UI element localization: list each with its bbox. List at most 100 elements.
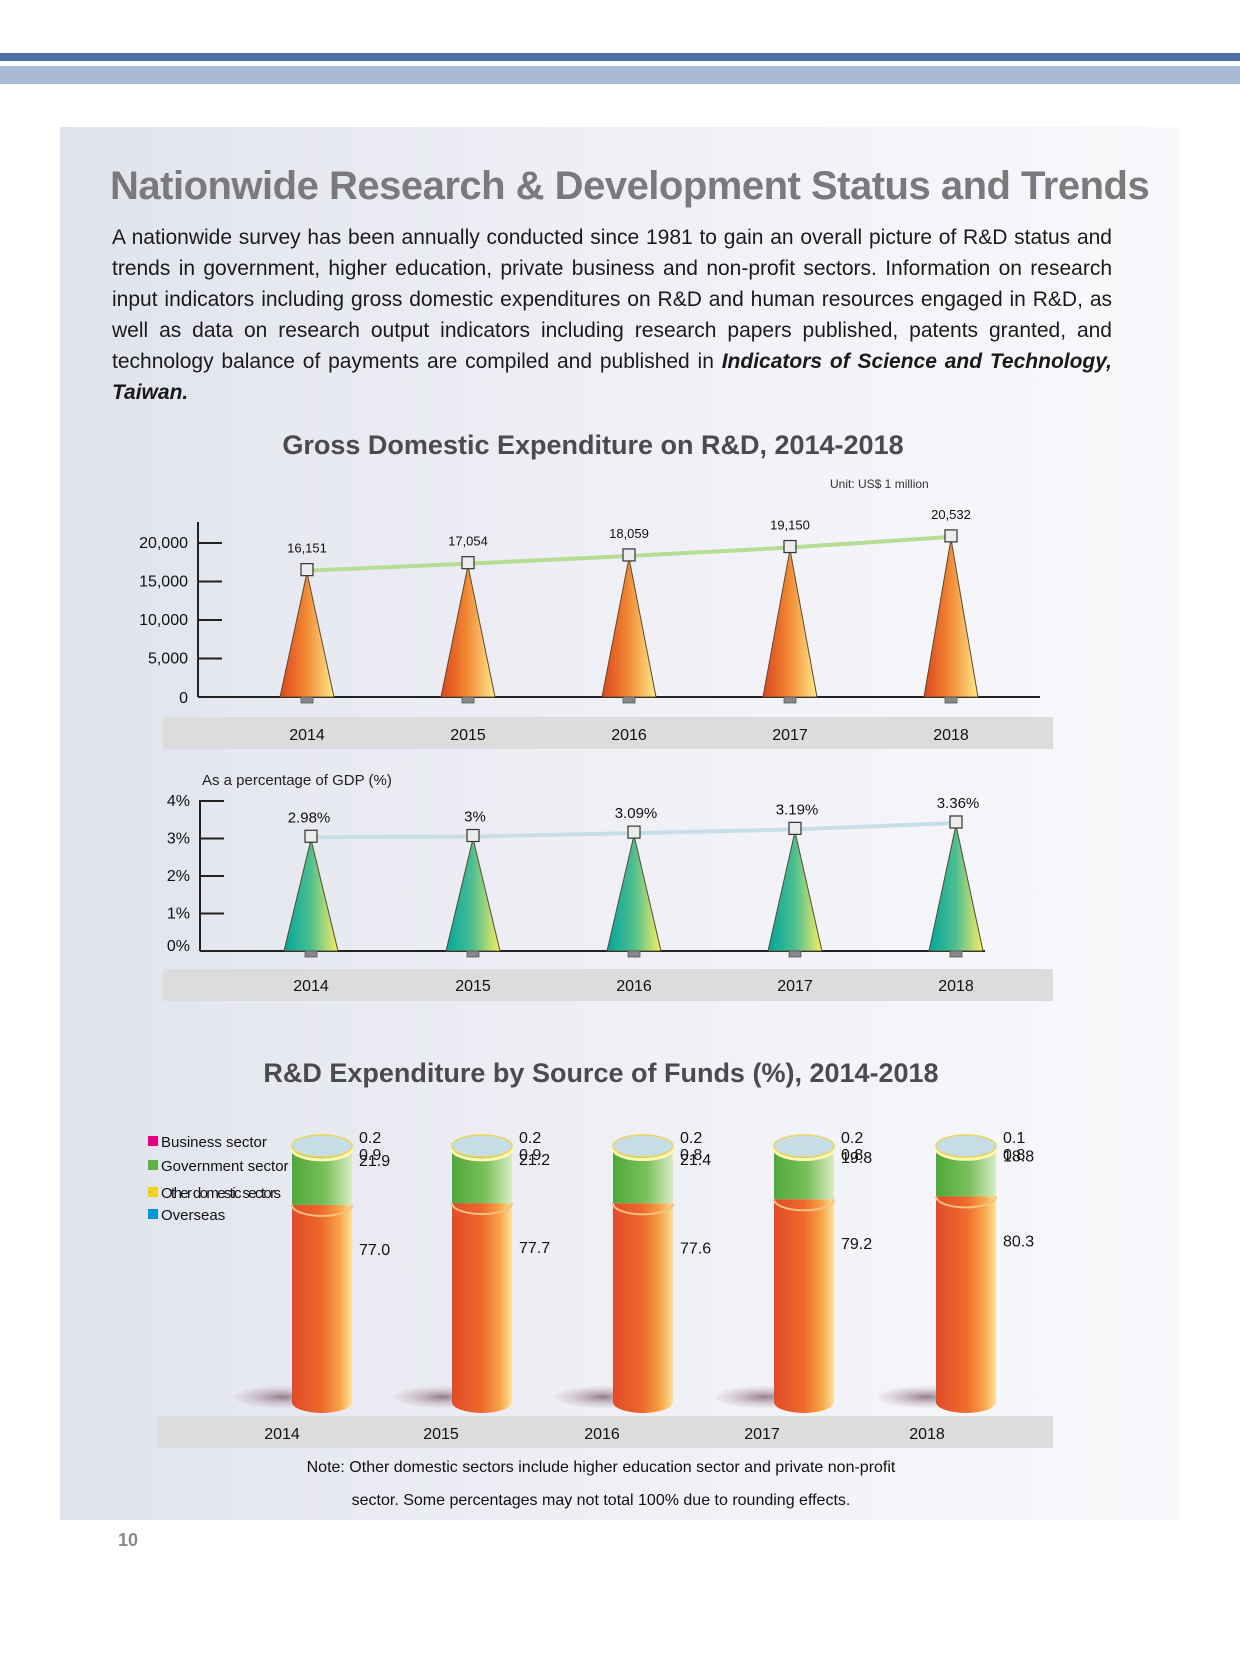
chart3-legend-label: Overseas bbox=[161, 1207, 225, 1224]
chart3-title: R&D Expenditure by Source of Funds (%), … bbox=[263, 1058, 938, 1088]
chart3-value-label: 0.8 bbox=[680, 1147, 702, 1164]
chart3-legend-swatch bbox=[148, 1160, 158, 1170]
chart1-tick-label: 5,000 bbox=[148, 651, 188, 668]
chart3-segment-divider bbox=[291, 1204, 353, 1217]
chart3-segment-divider bbox=[773, 1199, 835, 1212]
chart3-segment-business bbox=[292, 1204, 352, 1402]
chart3-marks: 0.20.921.977.020140.20.921.277.720150.20… bbox=[234, 1130, 1034, 1443]
chart1-cone-base bbox=[944, 696, 958, 704]
chart3-note-line-2: sector. Some percentages may not total 1… bbox=[352, 1492, 851, 1509]
chart3-cylinder-bottom bbox=[292, 1402, 352, 1413]
chart3-legend-label: Business sector bbox=[161, 1134, 267, 1151]
chart1-category-label: 2018 bbox=[933, 727, 969, 744]
chart1-cone-base bbox=[300, 696, 314, 704]
chart3-value-label: 79.2 bbox=[841, 1236, 872, 1253]
chart3-value-label: 0.9 bbox=[519, 1147, 541, 1164]
chart3-value-label: 0.8 bbox=[1003, 1147, 1025, 1164]
chart2-category-band bbox=[163, 969, 1053, 1001]
chart3-segment-business bbox=[774, 1199, 834, 1402]
chart3-legend-swatch bbox=[148, 1187, 158, 1197]
chart3-value-label: 0.2 bbox=[841, 1130, 863, 1147]
chart2-tick-label: 2% bbox=[167, 868, 190, 885]
chart1-cone bbox=[440, 565, 496, 698]
chart1-value-label: 17,054 bbox=[448, 534, 488, 549]
chart3-segment-business bbox=[613, 1203, 673, 1402]
chart3-value-label: 77.0 bbox=[359, 1242, 390, 1259]
chart3-cylinder-bottom bbox=[936, 1402, 996, 1413]
chart2-category-label: 2018 bbox=[938, 978, 974, 995]
header-band-light bbox=[0, 66, 1240, 84]
chart2-category-label: 2016 bbox=[616, 978, 652, 995]
chart3-segment-overseas bbox=[935, 1134, 997, 1158]
chart3-segment-overseas bbox=[612, 1134, 674, 1158]
chart1-marker bbox=[622, 548, 636, 562]
chart1-category-label: 2017 bbox=[772, 727, 808, 744]
chart2-cone bbox=[928, 824, 984, 952]
chart3-segment-divider bbox=[450, 1148, 514, 1162]
header-band-dark bbox=[0, 53, 1240, 61]
chart1-category-band bbox=[163, 717, 1053, 749]
chart3-category-label: 2014 bbox=[264, 1426, 300, 1443]
chart2-tick-label: 1% bbox=[167, 906, 190, 923]
chart3-value-label: 0.9 bbox=[359, 1147, 381, 1164]
chart2-title: As a percentage of GDP (%) bbox=[202, 772, 392, 789]
chart1-cone-base bbox=[461, 696, 475, 704]
chart1-cone bbox=[762, 549, 818, 698]
chart2-value-label: 3% bbox=[464, 809, 486, 826]
chart3-segment-business bbox=[936, 1196, 996, 1402]
chart3-category-label: 2017 bbox=[744, 1426, 780, 1443]
chart3-value-label: 21.2 bbox=[519, 1152, 550, 1169]
intro-text: A nationwide survey has been annually co… bbox=[112, 226, 1112, 373]
chart2-cone-base bbox=[788, 950, 802, 958]
chart2-marker bbox=[627, 825, 641, 839]
chart1-cone bbox=[601, 557, 657, 698]
chart3-category-label: 2016 bbox=[584, 1426, 620, 1443]
chart2-category-label: 2015 bbox=[455, 978, 491, 995]
chart3-value-label: 77.7 bbox=[519, 1240, 550, 1257]
chart3-value-label: 0.2 bbox=[359, 1130, 381, 1147]
chart1-cone-base bbox=[783, 696, 797, 704]
chart2-category-label: 2017 bbox=[777, 978, 813, 995]
chart1-category-label: 2016 bbox=[611, 727, 647, 744]
chart3-segment-business bbox=[452, 1203, 512, 1402]
chart3-value-label: 0.8 bbox=[841, 1147, 863, 1164]
chart3-segment-overseas bbox=[773, 1134, 835, 1158]
chart2-marks: 2.98% 2014 3% 2015 3.09% 2016 3.19% 2017 3.36% 20… bbox=[283, 795, 984, 995]
chart2-tick-label: 4% bbox=[167, 793, 190, 810]
chart3-segment-divider bbox=[290, 1148, 354, 1162]
chart2-category-label: 2014 bbox=[293, 978, 329, 995]
chart3-value-label: 77.6 bbox=[680, 1240, 711, 1257]
chart2-tick-label: 0% bbox=[167, 938, 190, 955]
chart1-marker bbox=[300, 563, 314, 577]
chart2-value-label: 3.19% bbox=[776, 801, 819, 818]
chart1-unit-label: Unit: US$ 1 million bbox=[830, 477, 929, 491]
chart2-value-label: 3.36% bbox=[937, 795, 980, 812]
chart3-segment-divider bbox=[935, 1196, 997, 1209]
chart3-value-label: 21.9 bbox=[359, 1153, 390, 1170]
chart2-cone bbox=[283, 839, 339, 952]
chart1-value-label: 19,150 bbox=[770, 518, 810, 533]
chart1-title: Gross Domestic Expenditure on R&D, 2014-… bbox=[282, 430, 903, 460]
chart1-marker bbox=[461, 556, 475, 570]
chart1-y-axis: 0 5,000 10,000 15,000 20,000 bbox=[139, 522, 1040, 707]
chart3-value-label: 80.3 bbox=[1003, 1233, 1034, 1250]
chart2-cone-base bbox=[304, 950, 318, 958]
chart2-cone-base bbox=[949, 950, 963, 958]
chart1-tick-label: 20,000 bbox=[139, 535, 188, 552]
chart2-cone bbox=[445, 838, 501, 952]
chart1-category-label: 2015 bbox=[450, 727, 486, 744]
chart3-legend: Business sector Government sector Other do… bbox=[148, 1134, 289, 1224]
chart3-segment-divider bbox=[612, 1203, 674, 1216]
chart3-note-line-1: Note: Other domestic sectors include hig… bbox=[307, 1459, 896, 1476]
chart3-legend-swatch bbox=[148, 1209, 158, 1219]
chart1-cone bbox=[923, 538, 979, 698]
chart3-segment-overseas bbox=[451, 1134, 513, 1158]
chart2-marker bbox=[466, 828, 480, 843]
chart2-cone-base bbox=[466, 950, 480, 958]
chart1-value-label: 20,532 bbox=[931, 507, 971, 522]
chart3-value-label: 0.2 bbox=[680, 1130, 702, 1147]
chart3-category-band bbox=[157, 1416, 1053, 1448]
chart1-tick-label: 10,000 bbox=[139, 612, 188, 629]
chart2-cone-base bbox=[627, 950, 641, 958]
